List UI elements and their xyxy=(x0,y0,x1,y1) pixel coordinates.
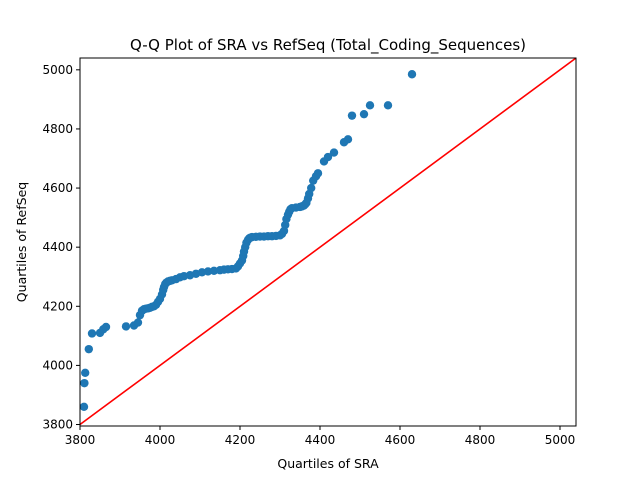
data-point xyxy=(323,152,333,162)
data-point xyxy=(359,109,369,119)
data-point xyxy=(87,329,97,338)
x-tick-label: 4000 xyxy=(145,433,176,447)
x-axis-label: Quartiles of SRA xyxy=(277,456,379,471)
x-tick-label: 4800 xyxy=(465,433,496,447)
data-point xyxy=(84,344,94,354)
data-point xyxy=(80,378,89,388)
data-point xyxy=(80,402,89,411)
data-point xyxy=(133,318,143,327)
reference-line xyxy=(80,58,576,426)
data-point xyxy=(383,101,393,110)
data-point xyxy=(365,101,375,110)
x-tick-label: 3800 xyxy=(65,433,96,447)
data-point xyxy=(347,111,357,120)
data-point xyxy=(313,169,323,178)
x-tick-label: 4600 xyxy=(385,433,416,447)
data-point xyxy=(407,70,417,79)
y-tick-label: 5000 xyxy=(42,63,73,77)
y-tick-label: 3800 xyxy=(42,418,73,432)
plot-area-frame xyxy=(79,57,577,427)
x-tick-label: 4200 xyxy=(225,433,256,447)
x-tick-label: 4400 xyxy=(305,433,336,447)
y-axis-label: Quartiles of RefSeq xyxy=(14,182,29,302)
chart-title: Q-Q Plot of SRA vs RefSeq (Total_Coding_… xyxy=(130,36,526,55)
data-point xyxy=(307,183,316,193)
data-point xyxy=(121,322,131,331)
x-tick-label: 5000 xyxy=(545,433,576,447)
data-point xyxy=(101,322,111,332)
y-tick-label: 4800 xyxy=(42,122,73,136)
y-tick-label: 4600 xyxy=(42,181,73,195)
data-point xyxy=(81,368,90,377)
data-point xyxy=(329,148,339,157)
y-tick-label: 4200 xyxy=(42,299,73,313)
y-tick-label: 4400 xyxy=(42,240,73,254)
data-point xyxy=(343,135,353,144)
y-tick-label: 4000 xyxy=(42,358,73,372)
